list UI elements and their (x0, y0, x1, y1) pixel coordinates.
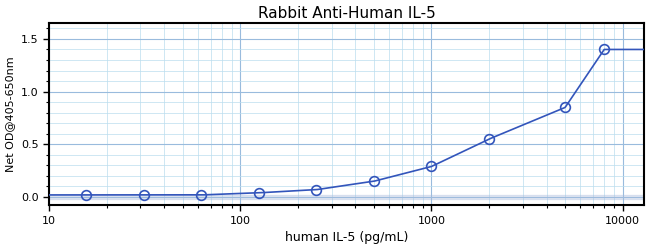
Title: Rabbit Anti-Human IL-5: Rabbit Anti-Human IL-5 (258, 6, 436, 20)
X-axis label: human IL-5 (pg/mL): human IL-5 (pg/mL) (285, 232, 408, 244)
Y-axis label: Net OD@405-650nm: Net OD@405-650nm (6, 56, 16, 172)
Bar (49, 195, 644, 199)
